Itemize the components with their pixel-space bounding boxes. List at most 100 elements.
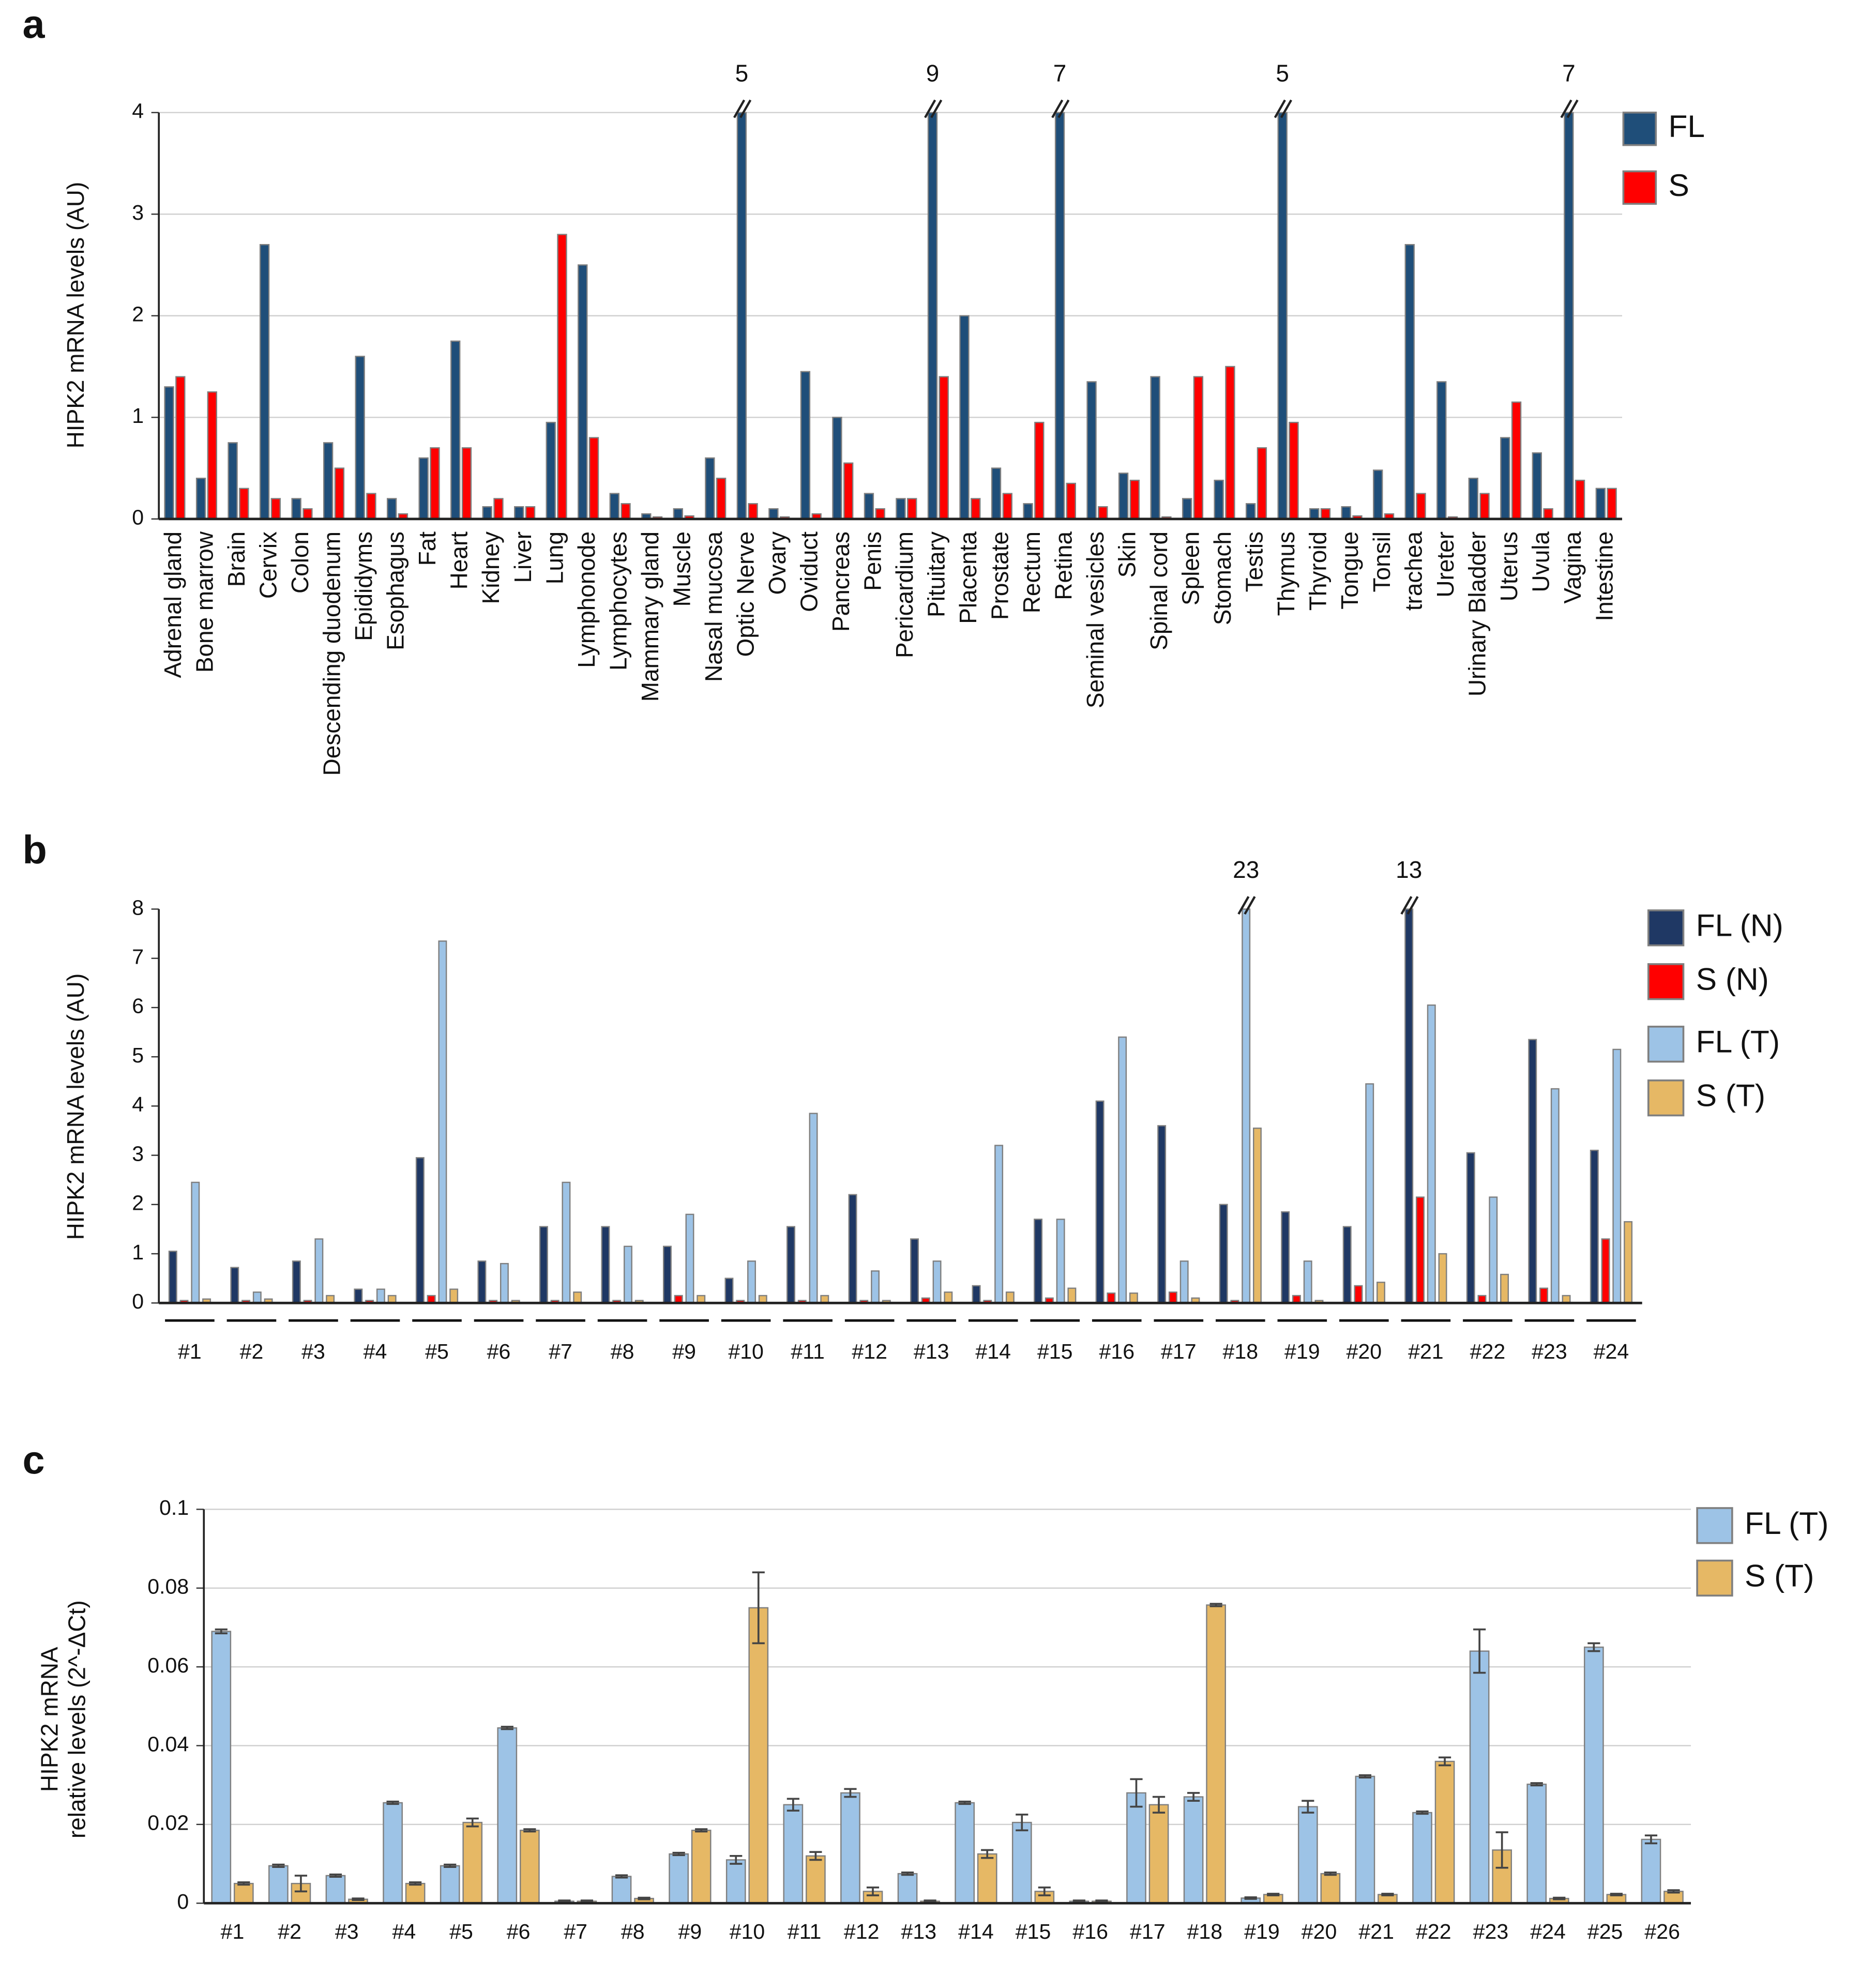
- x-tick-label: Testis: [1241, 531, 1268, 592]
- x-tick-label: Fat: [414, 531, 441, 566]
- value-label: 7: [1562, 59, 1576, 86]
- x-tick-label: #3: [301, 1340, 325, 1363]
- x-tick-label: Colon: [286, 531, 313, 594]
- bar: [1023, 503, 1033, 520]
- panel-label: c: [23, 1438, 45, 1482]
- bar: [383, 1802, 403, 1904]
- bar: [164, 386, 174, 520]
- legend-swatch: [1696, 1507, 1733, 1544]
- bar: [848, 1194, 857, 1304]
- x-tick-label: #20: [1347, 1340, 1382, 1363]
- x-tick-label: #26: [1644, 1920, 1680, 1943]
- bar: [325, 1875, 346, 1904]
- x-tick-label: Mammary gland: [637, 531, 663, 702]
- value-label: 13: [1396, 856, 1422, 883]
- x-tick-label: #11: [791, 1340, 825, 1363]
- bar: [783, 1804, 804, 1904]
- bar: [927, 112, 938, 520]
- break-mark: [1560, 99, 1572, 118]
- x-tick-label: Liver: [509, 531, 536, 583]
- x-tick-label: Rectum: [1018, 531, 1045, 613]
- bar: [994, 1145, 1004, 1304]
- x-tick-label: #11: [788, 1920, 822, 1943]
- y-axis-label: HIPK2 mRNA levels (AU): [62, 974, 89, 1240]
- x-tick-label: Ureter: [1432, 531, 1459, 598]
- bar: [1219, 1204, 1228, 1304]
- bar: [1412, 1812, 1432, 1904]
- bar: [932, 1260, 942, 1304]
- x-tick-label: #18: [1223, 1340, 1259, 1363]
- x-tick-label: Retina: [1050, 531, 1077, 600]
- bar: [1624, 1221, 1633, 1304]
- legend-label: FL: [1669, 109, 1705, 144]
- bar: [1067, 1287, 1077, 1304]
- bar: [736, 112, 747, 520]
- x-tick-label: Skin: [1114, 531, 1141, 577]
- x-tick-label: #8: [611, 1340, 634, 1363]
- bar: [438, 940, 447, 1304]
- bar: [1245, 503, 1256, 520]
- bar: [1607, 488, 1617, 520]
- x-tick-label: #10: [728, 1340, 764, 1363]
- legend-swatch: [1647, 963, 1685, 1000]
- bar: [1511, 401, 1522, 520]
- bar: [724, 1278, 734, 1304]
- bar: [1098, 506, 1108, 520]
- bar: [800, 371, 811, 520]
- bar: [1539, 1287, 1549, 1304]
- bar: [302, 508, 313, 520]
- y-tick-label: 0.02: [147, 1811, 189, 1835]
- x-tick-label: Tonsil: [1368, 531, 1395, 592]
- bar: [239, 488, 249, 520]
- break-mark: [1274, 99, 1286, 118]
- bar: [1277, 112, 1288, 520]
- x-tick-label: #22: [1416, 1920, 1451, 1943]
- y-tick-label: 2: [132, 1191, 144, 1215]
- legend-swatch: [1696, 1559, 1733, 1597]
- legend-label: S (T): [1745, 1558, 1814, 1593]
- x-tick-label: Thymus: [1273, 531, 1299, 616]
- x-tick-label: Bone marrow: [191, 531, 218, 673]
- bar: [1365, 1083, 1374, 1304]
- y-tick-label: 0.08: [147, 1575, 189, 1599]
- bar: [1612, 1048, 1622, 1304]
- bar: [768, 508, 779, 520]
- legend-label: S (N): [1696, 962, 1769, 997]
- x-tick-label: #21: [1358, 1920, 1394, 1943]
- x-tick-label: #10: [730, 1920, 765, 1943]
- y-tick-label: 0.1: [159, 1496, 189, 1519]
- bar: [748, 503, 758, 520]
- bar: [1590, 1149, 1599, 1304]
- x-tick-label: #2: [278, 1920, 301, 1943]
- bar: [334, 467, 345, 520]
- bar: [228, 442, 238, 520]
- bar: [477, 1260, 487, 1304]
- x-tick-label: Cervix: [255, 531, 282, 599]
- bar: [461, 447, 472, 520]
- panel-label: b: [23, 828, 47, 872]
- legend-swatch: [1647, 1025, 1685, 1063]
- bar: [497, 1727, 518, 1904]
- x-tick-label: Kidney: [477, 531, 504, 604]
- bar: [1253, 1128, 1262, 1304]
- bar: [705, 457, 715, 520]
- bar: [1129, 479, 1140, 520]
- bar: [578, 264, 588, 520]
- x-tick-label: Ovary: [764, 531, 791, 595]
- x-tick-label: #15: [1037, 1340, 1073, 1363]
- bar: [1341, 506, 1351, 520]
- bar: [897, 1873, 918, 1904]
- y-tick-label: 6: [132, 994, 144, 1018]
- x-tick-label: Adrenal gland: [159, 531, 186, 678]
- bar: [1438, 1253, 1447, 1304]
- break-mark: [1280, 99, 1293, 118]
- bar: [611, 1876, 632, 1904]
- bar: [539, 1226, 548, 1304]
- x-tick-label: #24: [1594, 1340, 1629, 1363]
- value-label: 9: [926, 59, 940, 86]
- x-tick-label: #25: [1587, 1920, 1623, 1943]
- bar: [840, 1792, 860, 1904]
- y-tick-label: 4: [132, 1092, 144, 1116]
- bar: [1054, 112, 1065, 520]
- bar: [1436, 381, 1447, 520]
